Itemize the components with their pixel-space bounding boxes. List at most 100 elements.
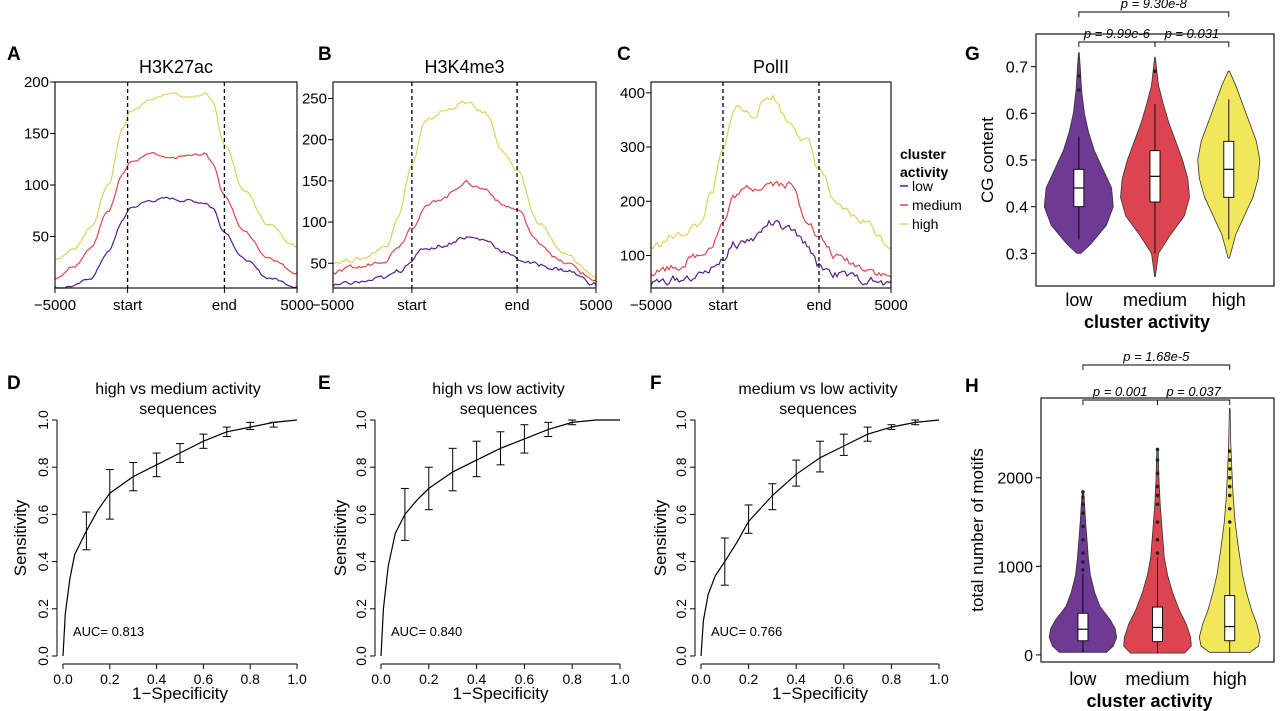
outlier-point — [1227, 449, 1232, 453]
outlier-point — [1081, 568, 1085, 572]
y-tick-label: 0.8 — [35, 457, 51, 477]
y-tick-label: 100 — [24, 177, 49, 194]
box-low — [1077, 612, 1089, 642]
panel-label: C — [617, 44, 631, 65]
significance-bracket — [1082, 399, 1158, 405]
x-tick-label: start — [113, 297, 143, 314]
legend-item-low: low — [912, 178, 934, 194]
x-tick-label: 0.4 — [467, 671, 487, 687]
x-tick-label: 0.0 — [371, 671, 391, 687]
y-tick-label: 0.4 — [353, 552, 369, 572]
y-tick-label: 1000 — [997, 559, 1033, 576]
x-tick-label: 0.4 — [147, 671, 167, 687]
x-tick-label: 1.0 — [287, 671, 307, 687]
x-tick-label: start — [397, 297, 427, 314]
y-tick-label: 50 — [32, 229, 49, 246]
outlier-point — [1081, 537, 1085, 542]
outlier-point — [1077, 74, 1081, 78]
outlier-point — [1153, 69, 1157, 74]
y-tick-label: 50 — [310, 255, 327, 272]
y-tick-label: 0.2 — [35, 599, 51, 619]
panel-title: high vs medium activity — [95, 381, 260, 398]
x-tick-label: 0.2 — [419, 671, 439, 687]
x-tick-label: 0.8 — [240, 671, 260, 687]
y-tick-label: 100 — [620, 247, 645, 264]
y-axis-label: total number of motifs — [968, 448, 987, 611]
plot-frame — [332, 81, 597, 289]
series-line-low — [54, 196, 298, 289]
y-tick-label: 300 — [620, 139, 645, 156]
box-medium — [1152, 606, 1163, 643]
x-axis-label: 1−Specificity — [453, 684, 549, 703]
y-axis-label: Sensitivity — [331, 499, 350, 576]
y-tick-label: 150 — [302, 173, 327, 190]
series-line-high — [54, 92, 298, 260]
panel-label: E — [318, 373, 331, 394]
outlier-point — [1081, 502, 1085, 507]
panel-label: G — [965, 44, 980, 65]
panel-title: medium vs low activity — [738, 381, 897, 398]
category-label: low — [1065, 290, 1093, 310]
outlier-point — [1081, 495, 1085, 500]
outlier-point — [1081, 511, 1085, 515]
x-axis-label: 1−Specificity — [132, 684, 228, 703]
outlier-point — [1227, 506, 1232, 511]
x-axis-label: cluster activity — [1084, 312, 1210, 332]
x-tick-label: end — [212, 297, 237, 314]
y-tick-label: 200 — [302, 132, 327, 149]
legend-title: cluster — [900, 146, 946, 162]
panel-title: sequences — [460, 401, 537, 418]
y-tick-label: 0.6 — [673, 504, 689, 524]
x-tick-label: 0.0 — [691, 671, 711, 687]
y-tick-label: 0.7 — [1006, 60, 1028, 77]
x-tick-label: −5000 — [312, 297, 354, 314]
p-value-label: p = 0.031 — [1164, 26, 1220, 41]
outlier-point — [1227, 475, 1232, 480]
y-tick-label: 1.0 — [673, 410, 689, 430]
series-line-medium — [650, 180, 892, 278]
x-tick-label: 5000 — [874, 297, 907, 314]
y-tick-label: 0.4 — [673, 552, 689, 572]
panel-label: F — [650, 373, 662, 394]
y-tick-label: 100 — [302, 214, 327, 231]
y-tick-label: 1.0 — [35, 410, 51, 430]
category-label: high — [1213, 669, 1247, 689]
auc-label: AUC= 0.840 — [391, 624, 462, 639]
series-line-medium — [54, 151, 298, 280]
x-tick-label: 0.2 — [739, 671, 759, 687]
auc-label: AUC= 0.766 — [711, 624, 782, 639]
panel-label: D — [7, 373, 21, 394]
panel-title: H3K27ac — [139, 57, 213, 77]
outlier-point — [1155, 537, 1160, 542]
y-tick-label: 0 — [1024, 648, 1033, 665]
profile-panel-a: A H3K27ac −5000 start end 5000 50 100 150 200 — [7, 44, 314, 314]
profile-panel-c: C PolII −5000 start end 5000 100 200 300 400 — [617, 44, 908, 314]
category-label: low — [1069, 669, 1097, 689]
x-tick-label: 1.0 — [929, 671, 949, 687]
outlier-point — [1155, 520, 1160, 524]
outlier-point — [1227, 484, 1232, 489]
panel-title: PolII — [753, 57, 789, 77]
significance-bracket — [1078, 11, 1230, 17]
x-tick-label: 5000 — [280, 297, 313, 314]
y-tick-label: 400 — [620, 85, 645, 102]
outlier-point — [1227, 458, 1232, 462]
x-tick-label: 0.8 — [562, 671, 582, 687]
y-tick-label: 0.8 — [673, 457, 689, 477]
outlier-point — [1081, 560, 1085, 564]
x-axis-label: cluster activity — [1086, 691, 1212, 711]
outlier-point — [1081, 490, 1085, 494]
significance-bracket — [1154, 41, 1230, 47]
panel-label: B — [318, 44, 332, 65]
legend-item-medium: medium — [912, 197, 962, 213]
p-value-label: p = 0.037 — [1165, 384, 1221, 399]
y-axis-label: Sensitivity — [651, 499, 670, 576]
y-tick-label: 0.2 — [673, 599, 689, 619]
outlier-point — [1155, 484, 1160, 489]
y-tick-label: 1.0 — [353, 410, 369, 430]
outlier-point — [1155, 493, 1160, 498]
series-line-low — [332, 236, 597, 287]
